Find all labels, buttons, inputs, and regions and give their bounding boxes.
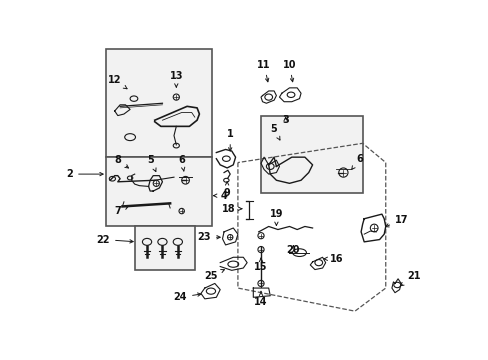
Text: 2: 2 [66, 169, 103, 179]
Text: 18: 18 [222, 204, 241, 214]
Text: 23: 23 [197, 232, 220, 242]
Text: 22: 22 [97, 235, 133, 244]
Text: 20: 20 [286, 244, 300, 255]
Text: 6: 6 [351, 154, 363, 170]
Text: 6: 6 [178, 155, 184, 171]
Text: 8: 8 [114, 155, 128, 168]
Text: 5: 5 [270, 125, 280, 140]
Text: 1: 1 [226, 129, 233, 151]
Bar [135, 226, 194, 270]
Text: 5: 5 [147, 155, 156, 172]
Bar [261, 116, 362, 193]
Text: 10: 10 [282, 60, 296, 82]
Text: 16: 16 [324, 254, 343, 264]
Text: 13: 13 [169, 71, 183, 87]
Bar [106, 157, 212, 226]
Text: 7: 7 [114, 206, 128, 216]
Bar [106, 49, 212, 157]
Text: 21: 21 [400, 271, 420, 286]
Text: 19: 19 [269, 209, 283, 225]
Text: 3: 3 [282, 115, 288, 125]
Text: 15: 15 [254, 258, 267, 271]
Text: 11: 11 [257, 60, 270, 82]
Text: 24: 24 [173, 292, 201, 302]
Text: 9: 9 [224, 182, 230, 198]
Text: 17: 17 [385, 215, 407, 227]
Text: 4: 4 [213, 191, 226, 201]
Text: 25: 25 [204, 270, 224, 281]
Text: 14: 14 [254, 291, 267, 307]
Text: 12: 12 [108, 75, 127, 89]
